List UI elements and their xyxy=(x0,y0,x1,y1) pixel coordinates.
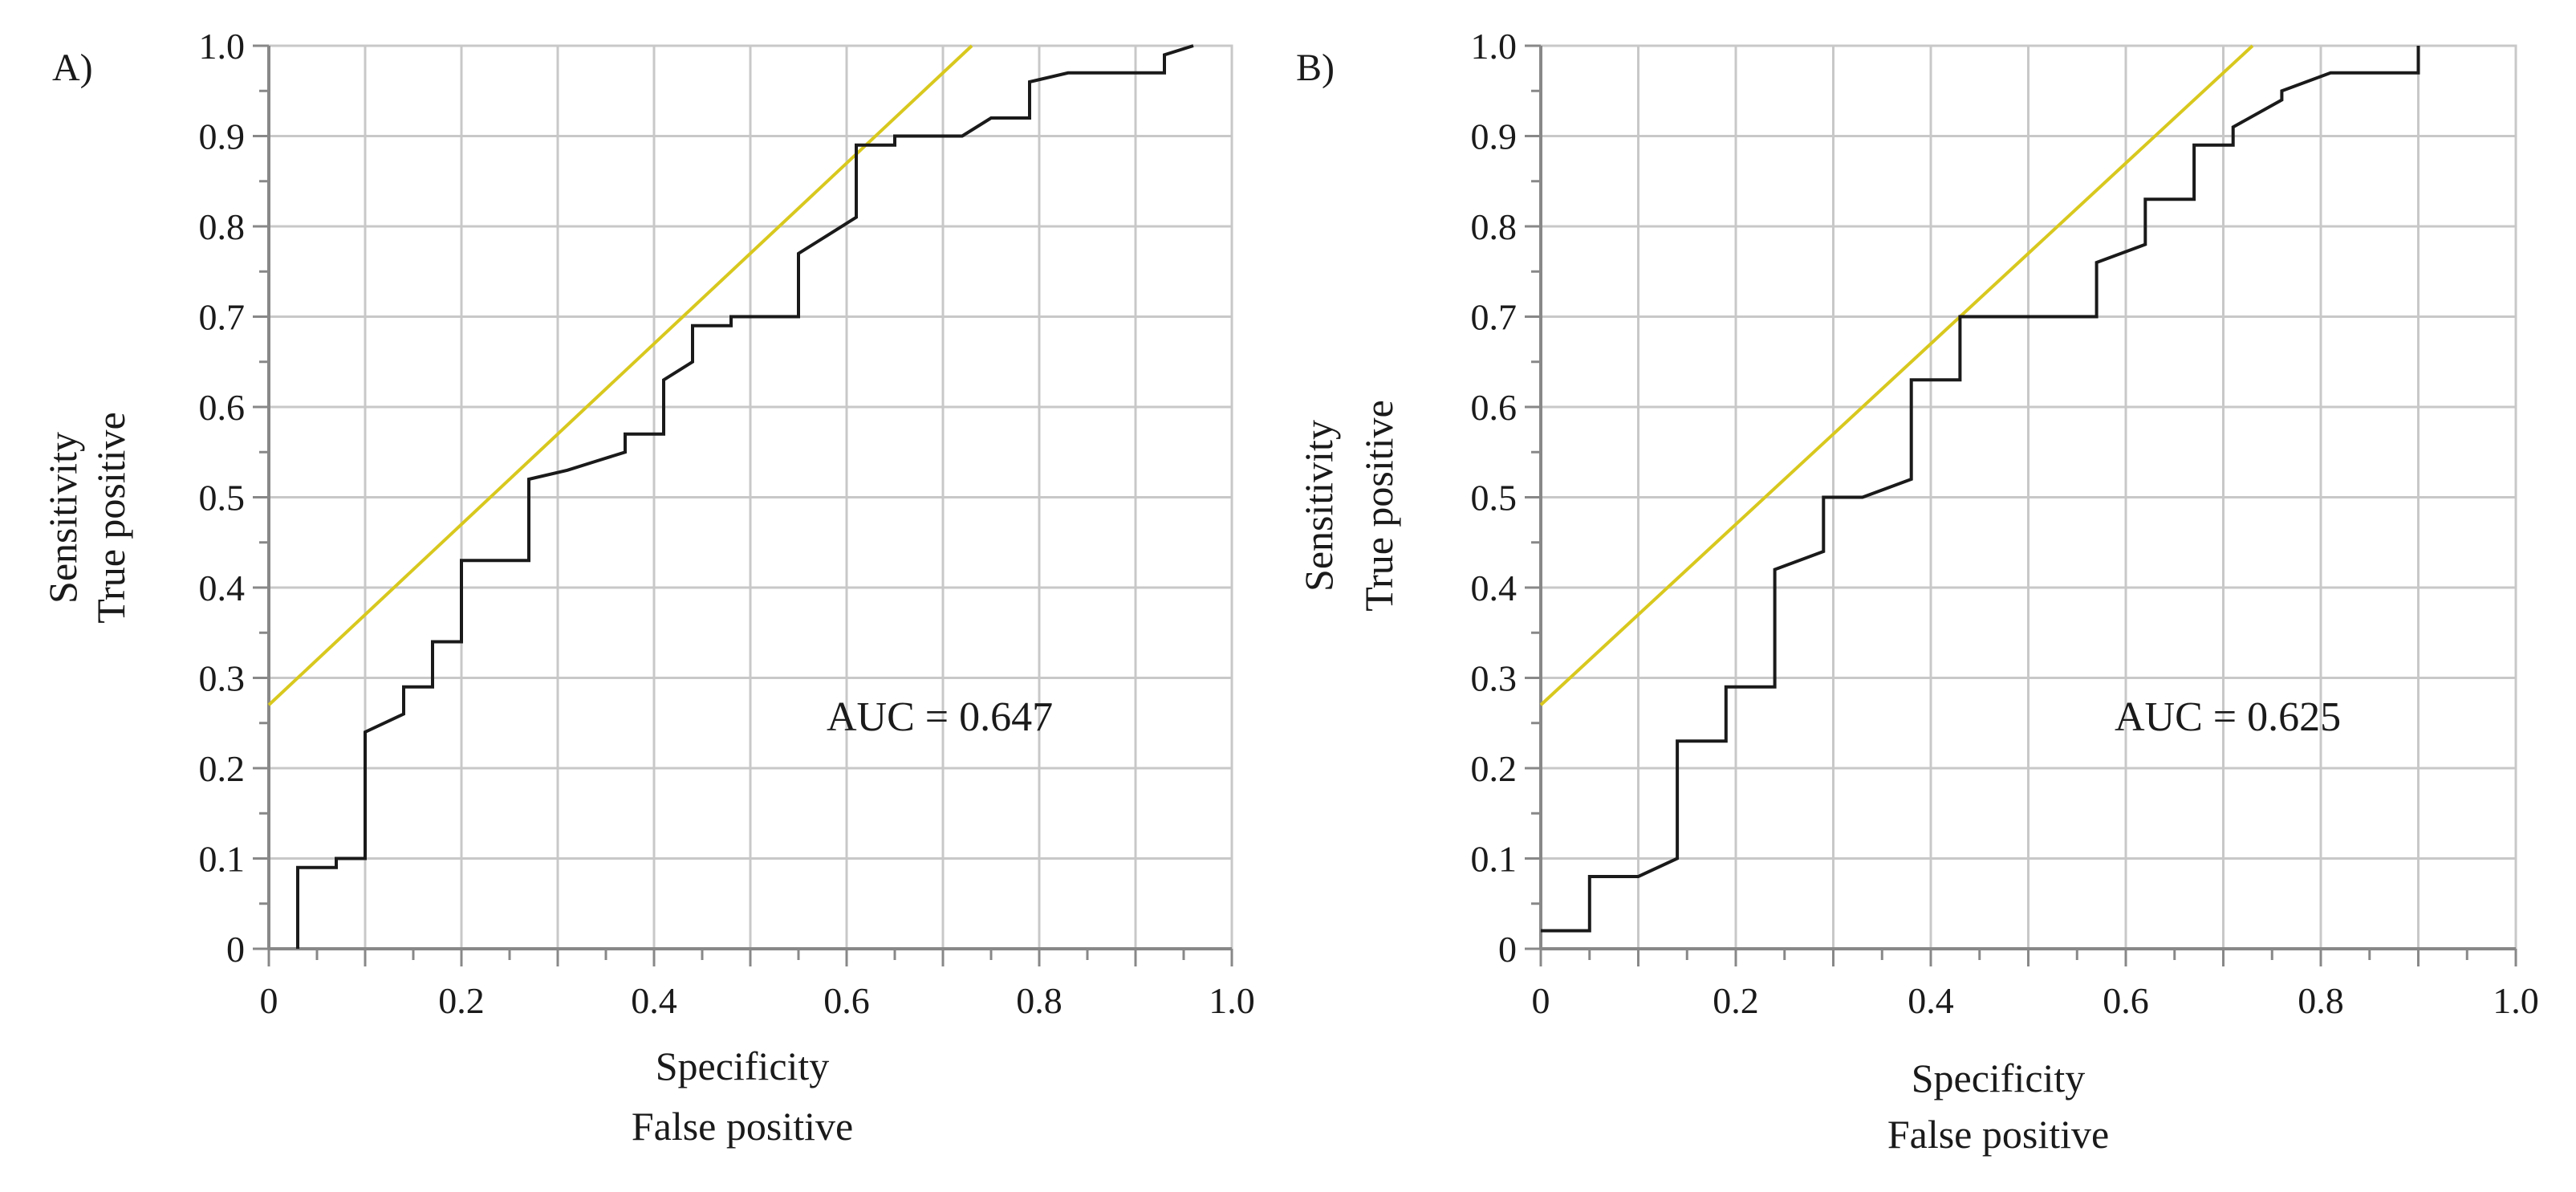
x-tick-label: 0.2 xyxy=(438,980,485,1021)
y-axis-subtitle: True positive xyxy=(1356,400,1401,611)
y-tick-label: 0.4 xyxy=(1471,568,1518,608)
y-tick-label: 0.5 xyxy=(1471,478,1518,519)
grid xyxy=(269,46,1232,949)
reference-line xyxy=(1539,44,2254,706)
y-tick-label: 0.5 xyxy=(199,478,246,519)
x-axis-subtitle: False positive xyxy=(632,1104,853,1149)
y-tick-label: 0.8 xyxy=(1471,206,1518,247)
y-tick-label: 0.7 xyxy=(199,297,246,338)
chart-panel-2: 0 0.2 0.4 0.6 0.8 1.0 0 0.1 0.2 0.3 0.4 0.5 0.6 0.7 0.… xyxy=(1296,26,2539,1157)
panel-label: A) xyxy=(52,47,93,89)
x-tick-label: 0 xyxy=(1532,980,1550,1021)
x-axis-title: Specificity xyxy=(656,1044,830,1088)
chart-panel-1: 0 0.2 0.4 0.6 0.8 1.0 0 0.1 0.2 0.3 0.4 0.5 0.6 0.7 0.… xyxy=(40,26,1255,1149)
y-tick-label: 0.1 xyxy=(199,839,246,880)
y-tick-label: 1.0 xyxy=(1471,26,1518,67)
auc-annotation: AUC = 0.625 xyxy=(2115,694,2341,740)
y-tick-label: 0.3 xyxy=(199,658,246,699)
y-tick-label: 0.2 xyxy=(199,748,246,789)
auc-annotation: AUC = 0.647 xyxy=(827,694,1053,740)
y-tick-label: 0.6 xyxy=(199,387,246,428)
x-tick-label: 0.4 xyxy=(1908,980,1954,1021)
y-tick-label: 0 xyxy=(1498,929,1517,970)
x-tick-label: 0.4 xyxy=(631,980,677,1021)
x-tick-label: 0.6 xyxy=(823,980,870,1021)
x-tick-label: 1.0 xyxy=(1209,980,1255,1021)
y-tick-label: 1.0 xyxy=(199,26,246,67)
x-axis-subtitle: False positive xyxy=(1887,1112,2109,1157)
y-tick-label: 0.2 xyxy=(1471,748,1518,789)
x-tick-label: 0.6 xyxy=(2103,980,2149,1021)
panel-label: B) xyxy=(1296,47,1335,89)
x-tick-label: 1.0 xyxy=(2493,980,2539,1021)
y-tick-label: 0.7 xyxy=(1471,297,1518,338)
y-axis-subtitle: True positive xyxy=(88,412,133,623)
x-tick-label: 0.8 xyxy=(2298,980,2344,1021)
grid xyxy=(1541,46,2516,949)
x-tick-label: 0.2 xyxy=(1713,980,1759,1021)
x-tick-label: 0.8 xyxy=(1016,980,1062,1021)
y-tick-label: 0.9 xyxy=(1471,116,1518,157)
y-tick-label: 0.1 xyxy=(1471,839,1518,880)
y-axis-title: Sensitivity xyxy=(1296,420,1341,592)
x-axis-title: Specificity xyxy=(1912,1056,2086,1100)
y-tick-label: 0.9 xyxy=(199,116,246,157)
y-tick-label: 0.6 xyxy=(1471,387,1518,428)
x-tick-label: 0 xyxy=(260,980,278,1021)
y-axis-title: Sensitivity xyxy=(40,432,85,604)
y-tick-label: 0.8 xyxy=(199,206,246,247)
y-tick-label: 0 xyxy=(226,929,245,970)
roc-curve xyxy=(296,44,1194,949)
roc-curve xyxy=(1541,46,2420,933)
y-tick-label: 0.3 xyxy=(1471,658,1518,699)
y-tick-label: 0.4 xyxy=(199,568,246,608)
